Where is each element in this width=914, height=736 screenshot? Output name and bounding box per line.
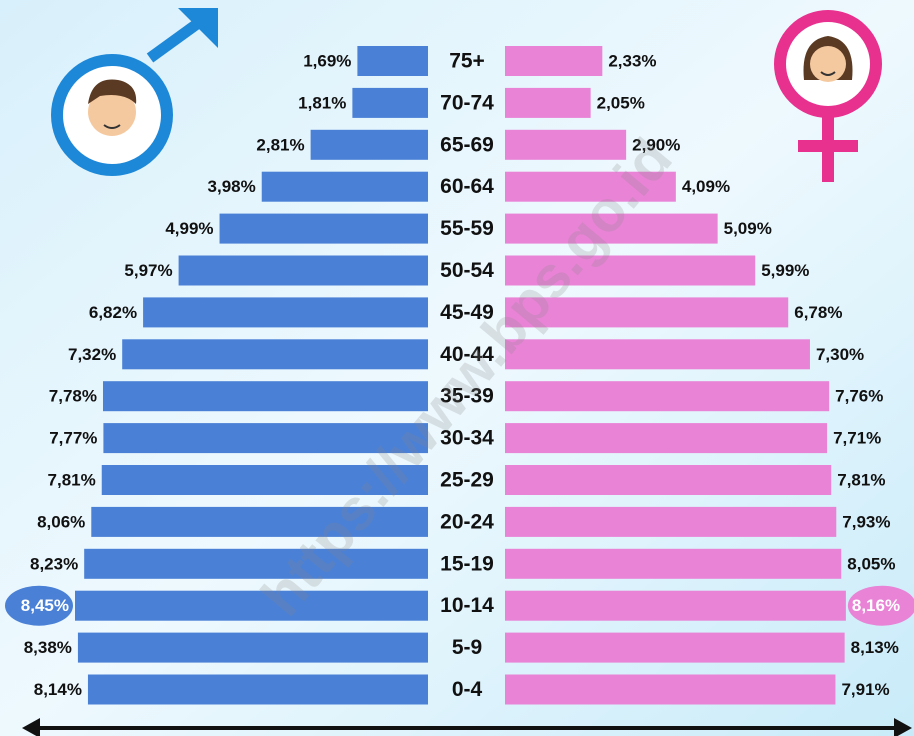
value-label: 7,93% bbox=[842, 512, 890, 531]
female-bar bbox=[505, 255, 756, 286]
value-label: 8,14% bbox=[34, 680, 82, 699]
male-bar bbox=[77, 632, 429, 663]
category-label: 0-4 bbox=[452, 678, 483, 701]
value-label: 7,32% bbox=[68, 345, 116, 364]
value-label: 4,09% bbox=[682, 177, 730, 196]
female-bar bbox=[505, 632, 845, 663]
male-bar bbox=[178, 255, 428, 286]
axis-arrow bbox=[22, 718, 912, 736]
category-label: 5-9 bbox=[452, 636, 482, 659]
category-label: 65-69 bbox=[440, 133, 494, 156]
category-label: 25-29 bbox=[440, 469, 494, 492]
category-label: 60-64 bbox=[440, 175, 494, 198]
value-label: 8,23% bbox=[30, 554, 78, 573]
male-bar bbox=[103, 423, 428, 454]
category-label: 40-44 bbox=[440, 343, 494, 366]
female-bar bbox=[505, 171, 676, 202]
value-label: 2,81% bbox=[256, 135, 304, 154]
category-label: 45-49 bbox=[440, 301, 494, 324]
value-label: 1,69% bbox=[303, 51, 351, 70]
female-bar bbox=[505, 87, 591, 118]
value-label: 5,09% bbox=[724, 219, 772, 238]
value-label: 7,30% bbox=[816, 345, 864, 364]
male-bar bbox=[352, 87, 428, 118]
female-bar bbox=[505, 46, 603, 76]
value-label: 8,38% bbox=[24, 638, 72, 657]
value-label: 8,13% bbox=[851, 638, 899, 657]
male-bar bbox=[219, 213, 428, 244]
value-label: 2,05% bbox=[597, 93, 645, 112]
category-label: 10-14 bbox=[440, 594, 494, 617]
category-label: 15-19 bbox=[440, 552, 494, 575]
value-label: 3,98% bbox=[208, 177, 256, 196]
female-bar bbox=[505, 381, 830, 412]
male-bar bbox=[122, 339, 428, 370]
value-label: 5,97% bbox=[124, 261, 172, 280]
value-label: 7,77% bbox=[49, 429, 97, 448]
female-bar bbox=[505, 465, 832, 495]
female-icon bbox=[774, 10, 882, 182]
male-bar bbox=[357, 46, 428, 76]
value-label: 2,33% bbox=[608, 51, 656, 70]
value-label: 8,06% bbox=[37, 512, 85, 531]
value-label: 2,90% bbox=[632, 135, 680, 154]
male-icon bbox=[51, 8, 218, 176]
female-bar bbox=[505, 339, 810, 370]
highlight bbox=[847, 585, 914, 626]
category-label: 50-54 bbox=[440, 259, 494, 282]
male-bar bbox=[143, 297, 428, 328]
female-bar bbox=[505, 213, 718, 244]
female-bar bbox=[505, 129, 627, 160]
male-bar bbox=[102, 381, 428, 412]
category-label: 20-24 bbox=[440, 510, 494, 533]
value-label: 8,16% bbox=[852, 596, 900, 615]
category-label: 55-59 bbox=[440, 217, 494, 240]
value-label: 6,78% bbox=[794, 303, 842, 322]
female-bar bbox=[505, 423, 828, 454]
male-bar bbox=[310, 129, 428, 160]
male-bar bbox=[91, 506, 429, 537]
female-bar bbox=[505, 506, 837, 537]
value-label: 4,99% bbox=[165, 219, 213, 238]
value-label: 6,82% bbox=[89, 303, 137, 322]
male-bar bbox=[87, 674, 429, 705]
male-bar bbox=[261, 171, 428, 202]
category-label: 35-39 bbox=[440, 385, 494, 408]
value-label: 7,81% bbox=[837, 470, 885, 489]
value-label: 7,78% bbox=[49, 387, 97, 406]
value-label: 1,81% bbox=[298, 93, 346, 112]
value-label: 5,99% bbox=[761, 261, 809, 280]
value-label: 7,76% bbox=[835, 387, 883, 406]
female-bar bbox=[505, 548, 842, 579]
male-bar bbox=[101, 465, 429, 495]
value-label: 7,71% bbox=[833, 429, 881, 448]
value-label: 8,45% bbox=[21, 596, 69, 615]
male-bar bbox=[84, 548, 429, 579]
female-bar bbox=[505, 674, 836, 705]
category-label: 70-74 bbox=[440, 91, 494, 114]
category-label: 30-34 bbox=[440, 427, 494, 450]
category-label: 75+ bbox=[449, 50, 485, 73]
value-label: 7,91% bbox=[841, 680, 889, 699]
female-bar bbox=[505, 590, 846, 621]
male-bar bbox=[75, 590, 428, 621]
female-bar bbox=[505, 297, 789, 328]
value-label: 7,81% bbox=[48, 470, 96, 489]
value-label: 8,05% bbox=[847, 554, 895, 573]
highlight bbox=[5, 585, 73, 626]
